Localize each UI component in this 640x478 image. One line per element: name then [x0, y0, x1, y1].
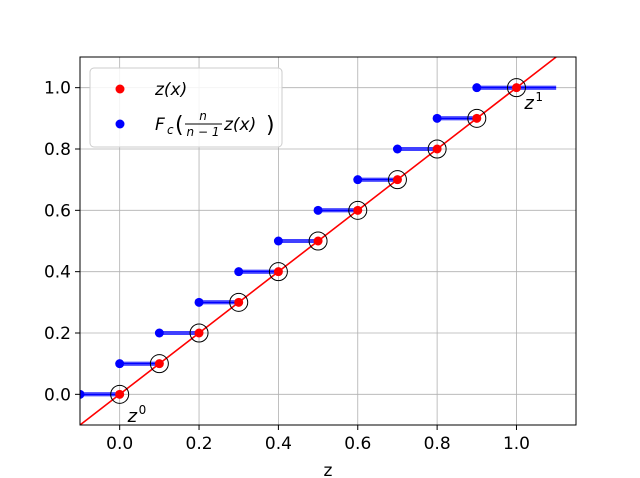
z-point	[115, 389, 125, 399]
highlight-circle	[268, 262, 288, 282]
annotation-base: z	[127, 406, 138, 427]
y-tick-label: 0.4	[44, 263, 71, 283]
z-point	[392, 175, 402, 185]
z-point	[472, 113, 482, 123]
z-point	[194, 328, 204, 338]
fc-point	[234, 267, 244, 277]
fc-point	[80, 389, 85, 399]
fc-point	[154, 328, 164, 338]
highlight-circle	[308, 231, 328, 251]
legend-fc-numerator: n	[199, 109, 207, 123]
fc-point	[392, 144, 402, 154]
highlight-circle	[348, 200, 368, 220]
fc-point	[353, 175, 363, 185]
legend: z(x) F c ( n n − 1 z(x) )	[89, 67, 283, 148]
z-point	[432, 144, 442, 154]
x-tick-label: 0.6	[344, 434, 371, 454]
legend-marker-fc	[115, 119, 125, 129]
z-point	[511, 83, 521, 93]
y-tick-label: 0.2	[44, 324, 71, 344]
legend-fc-denominator: n − 1	[187, 125, 220, 139]
z-point	[313, 236, 323, 246]
legend-fc-open-paren: (	[175, 113, 184, 138]
fc-point	[313, 205, 323, 215]
x-tick-label: 0.0	[106, 434, 133, 454]
legend-fc-close-paren: )	[266, 113, 275, 138]
legend-label-z: z(x)	[154, 80, 187, 100]
highlight-circle	[229, 292, 249, 312]
highlight-circle	[427, 139, 447, 159]
tick-layer: 0.0 0.2 0.4 0.6 0.8 1.0 0.0 0.2 0.4 0.6 0.8 1.0	[44, 79, 530, 454]
z-point	[353, 205, 363, 215]
highlight-circle	[387, 170, 407, 190]
x-tick-label: 0.4	[265, 434, 292, 454]
x-axis-title: z	[324, 461, 333, 478]
z-point	[234, 297, 244, 307]
highlight-circle	[506, 78, 526, 98]
legend-frame	[89, 67, 283, 148]
y-tick-label: 0.0	[44, 385, 71, 405]
y-tick-label: 1.0	[44, 79, 71, 99]
fc-point	[273, 236, 283, 246]
axes-frame	[79, 56, 577, 426]
highlight-circle	[149, 354, 169, 374]
x-tick-label: 1.0	[503, 434, 530, 454]
annotation-base: z	[523, 93, 534, 114]
annotation-sup: 1	[535, 90, 543, 104]
z-point	[273, 267, 283, 277]
legend-fc-sub: c	[167, 123, 174, 137]
fc-point	[432, 113, 442, 123]
highlight-circle	[467, 108, 487, 128]
annotation-sup: 0	[139, 403, 147, 417]
highlight-circle	[189, 323, 209, 343]
legend-marker-z	[115, 84, 125, 94]
legend-fc-main: F	[155, 115, 165, 135]
y-tick-label: 0.6	[44, 201, 71, 221]
highlight-circle	[110, 384, 130, 404]
fc-point	[472, 83, 482, 93]
annotation-layer: z 0z 1	[127, 90, 543, 427]
fc-point	[115, 359, 125, 369]
plot-layer	[80, 57, 557, 425]
legend-fc-tail: z(x)	[223, 115, 256, 135]
y-tick-label: 0.8	[44, 140, 71, 160]
fc-point	[194, 297, 204, 307]
x-tick-label: 0.8	[424, 434, 451, 454]
legend-label-fc: F c ( n n − 1 z(x) )	[155, 109, 275, 139]
x-tick-label: 0.2	[186, 434, 213, 454]
z-point	[154, 359, 164, 369]
